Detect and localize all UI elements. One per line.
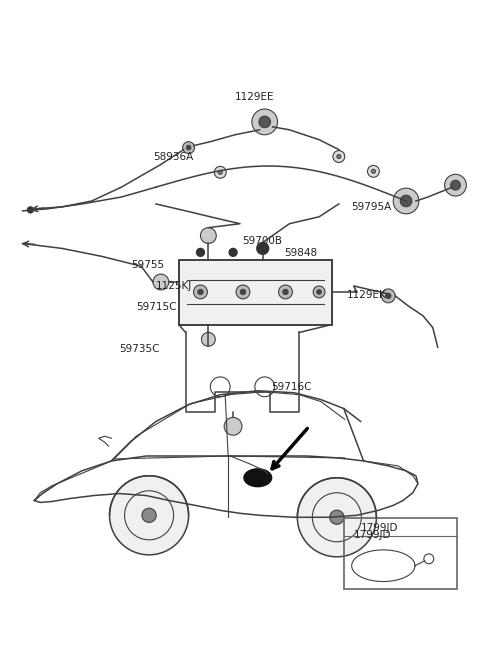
Circle shape	[202, 333, 216, 346]
Circle shape	[330, 510, 344, 525]
Circle shape	[393, 188, 419, 214]
Text: 59715C: 59715C	[136, 302, 177, 312]
Circle shape	[236, 285, 250, 299]
Circle shape	[283, 289, 288, 295]
Text: 59848: 59848	[285, 248, 318, 259]
Circle shape	[198, 289, 203, 295]
Circle shape	[109, 476, 189, 555]
Circle shape	[385, 293, 391, 299]
Bar	[179, 260, 332, 324]
Text: 1799JD: 1799JD	[354, 530, 391, 540]
Ellipse shape	[244, 469, 272, 487]
Circle shape	[142, 508, 156, 523]
Bar	[344, 518, 457, 590]
Text: 59755: 59755	[131, 260, 164, 271]
Text: 59716C: 59716C	[272, 382, 312, 392]
Circle shape	[229, 248, 237, 256]
Text: 58936A: 58936A	[153, 151, 193, 162]
Text: 59700B: 59700B	[242, 236, 282, 246]
Circle shape	[257, 242, 269, 254]
Circle shape	[240, 289, 246, 295]
Circle shape	[451, 180, 460, 190]
Circle shape	[183, 141, 194, 153]
Text: 1125KJ: 1125KJ	[156, 281, 192, 291]
Circle shape	[333, 151, 345, 162]
Circle shape	[27, 207, 34, 213]
Circle shape	[196, 248, 204, 256]
Circle shape	[278, 285, 292, 299]
Circle shape	[372, 170, 375, 174]
Circle shape	[317, 290, 322, 294]
Circle shape	[224, 417, 242, 435]
Circle shape	[214, 166, 226, 178]
Circle shape	[368, 166, 379, 178]
Circle shape	[297, 477, 376, 557]
Circle shape	[153, 274, 169, 290]
Circle shape	[259, 116, 271, 128]
Circle shape	[337, 155, 341, 159]
Circle shape	[201, 228, 216, 244]
Circle shape	[218, 170, 222, 174]
Text: 59795A: 59795A	[351, 202, 391, 212]
Circle shape	[381, 289, 395, 303]
Circle shape	[400, 195, 412, 207]
Circle shape	[186, 145, 191, 150]
Text: 1129EK: 1129EK	[347, 290, 386, 300]
Text: 1799JD: 1799JD	[360, 523, 398, 533]
Text: 59735C: 59735C	[120, 345, 160, 354]
Circle shape	[193, 285, 207, 299]
Circle shape	[444, 174, 467, 196]
Circle shape	[313, 286, 325, 298]
Circle shape	[252, 109, 277, 135]
Text: 1129EE: 1129EE	[235, 92, 275, 102]
